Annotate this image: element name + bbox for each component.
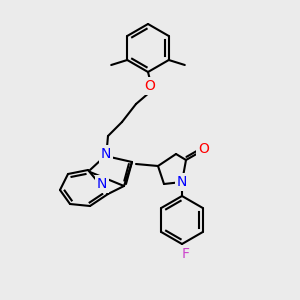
Text: O: O [199,142,209,156]
Text: N: N [97,177,107,191]
Text: N: N [101,147,111,161]
Text: N: N [177,175,187,189]
Text: F: F [182,247,190,261]
Text: O: O [145,79,155,93]
